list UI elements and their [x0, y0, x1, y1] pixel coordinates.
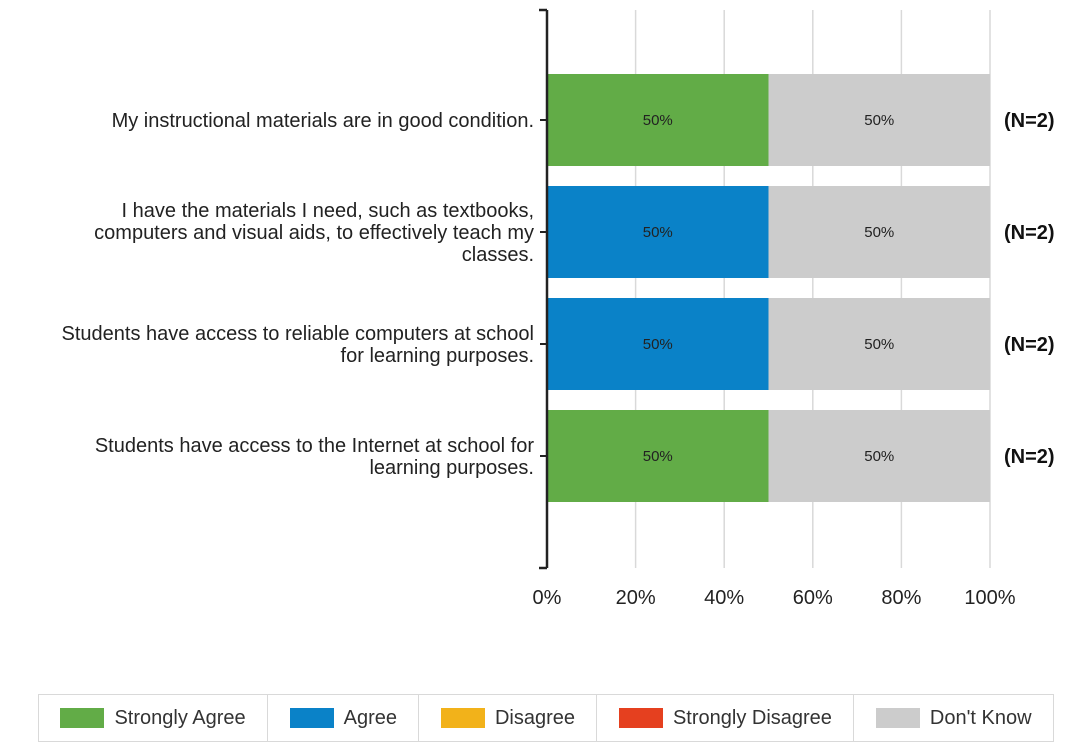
data-label: 50% — [643, 112, 673, 129]
n-label: (N=2) — [1004, 222, 1055, 244]
category-label: Students have access to reliable compute… — [62, 323, 534, 367]
bar-segment — [768, 186, 990, 278]
legend-item: Agree — [268, 695, 420, 741]
bar-segment — [547, 74, 769, 166]
bar-segment — [768, 298, 990, 390]
n-label: (N=2) — [1004, 446, 1055, 468]
category-label-line: learning purposes. — [369, 457, 534, 479]
category-labels: My instructional materials are in good c… — [62, 110, 535, 479]
legend-label: Agree — [343, 706, 397, 729]
category-label-line: Students have access to the Internet at … — [95, 435, 534, 457]
legend-label: Disagree — [494, 706, 575, 729]
bar-segment — [547, 410, 769, 502]
data-label: 50% — [864, 336, 894, 353]
category-label: Students have access to the Internet at … — [95, 435, 534, 479]
bar-segment — [768, 74, 990, 166]
data-label: 50% — [643, 336, 673, 353]
legend-label: Strongly Disagree — [672, 706, 832, 729]
n-label: (N=2) — [1004, 110, 1055, 132]
x-tick-label: 80% — [881, 587, 921, 609]
data-label: 50% — [643, 448, 673, 465]
category-label-line: computers and visual aids, to effectivel… — [94, 222, 534, 244]
legend-swatch — [440, 708, 485, 728]
n-label: (N=2) — [1004, 334, 1055, 356]
x-tick-label: 20% — [616, 587, 656, 609]
legend-swatch — [875, 708, 920, 728]
x-tick-labels: 0% 20% 40% 60% 80% 100% — [533, 587, 1016, 609]
legend-item: Strongly Agree — [39, 695, 269, 741]
category-label-line: for learning purposes. — [341, 345, 534, 367]
legend-label: Strongly Agree — [114, 706, 246, 729]
bar-segment — [547, 186, 769, 278]
category-label-line: I have the materials I need, such as tex… — [122, 200, 534, 222]
data-label: 50% — [864, 448, 894, 465]
category-label-line: Students have access to reliable compute… — [62, 323, 534, 345]
x-tick-label: 100% — [964, 587, 1015, 609]
n-labels: (N=2) (N=2) (N=2) (N=2) — [1004, 110, 1055, 468]
data-label: 50% — [864, 224, 894, 241]
data-label: 50% — [864, 112, 894, 129]
category-label-line: My instructional materials are in good c… — [112, 110, 534, 132]
x-tick-label: 40% — [704, 587, 744, 609]
bars: 50% 50% 50% 50% 50% 50% 50% 50% — [547, 74, 990, 502]
legend-item: Strongly Disagree — [597, 695, 855, 741]
legend-label: Don't Know — [929, 706, 1032, 729]
legend-item: Disagree — [419, 695, 598, 741]
x-tick-label: 60% — [793, 587, 833, 609]
data-label: 50% — [643, 224, 673, 241]
legend-swatch — [289, 708, 334, 728]
stacked-bar-chart: 50% 50% 50% 50% 50% 50% 50% 50% My instructiona… — [62, 8, 1055, 609]
legend-swatch — [618, 708, 663, 728]
legend-item: Don't Know — [854, 695, 1053, 741]
bar-segment — [547, 298, 769, 390]
x-tick-label: 0% — [533, 587, 562, 609]
bar-segment — [768, 410, 990, 502]
category-label: My instructional materials are in good c… — [112, 110, 534, 132]
y-axis — [539, 8, 549, 570]
legend: Strongly Agree Agree Disagree Strongly Disa… — [38, 694, 1054, 742]
category-label-line: classes. — [462, 244, 534, 266]
legend-swatch — [60, 708, 105, 728]
category-label: I have the materials I need, such as tex… — [94, 200, 534, 266]
